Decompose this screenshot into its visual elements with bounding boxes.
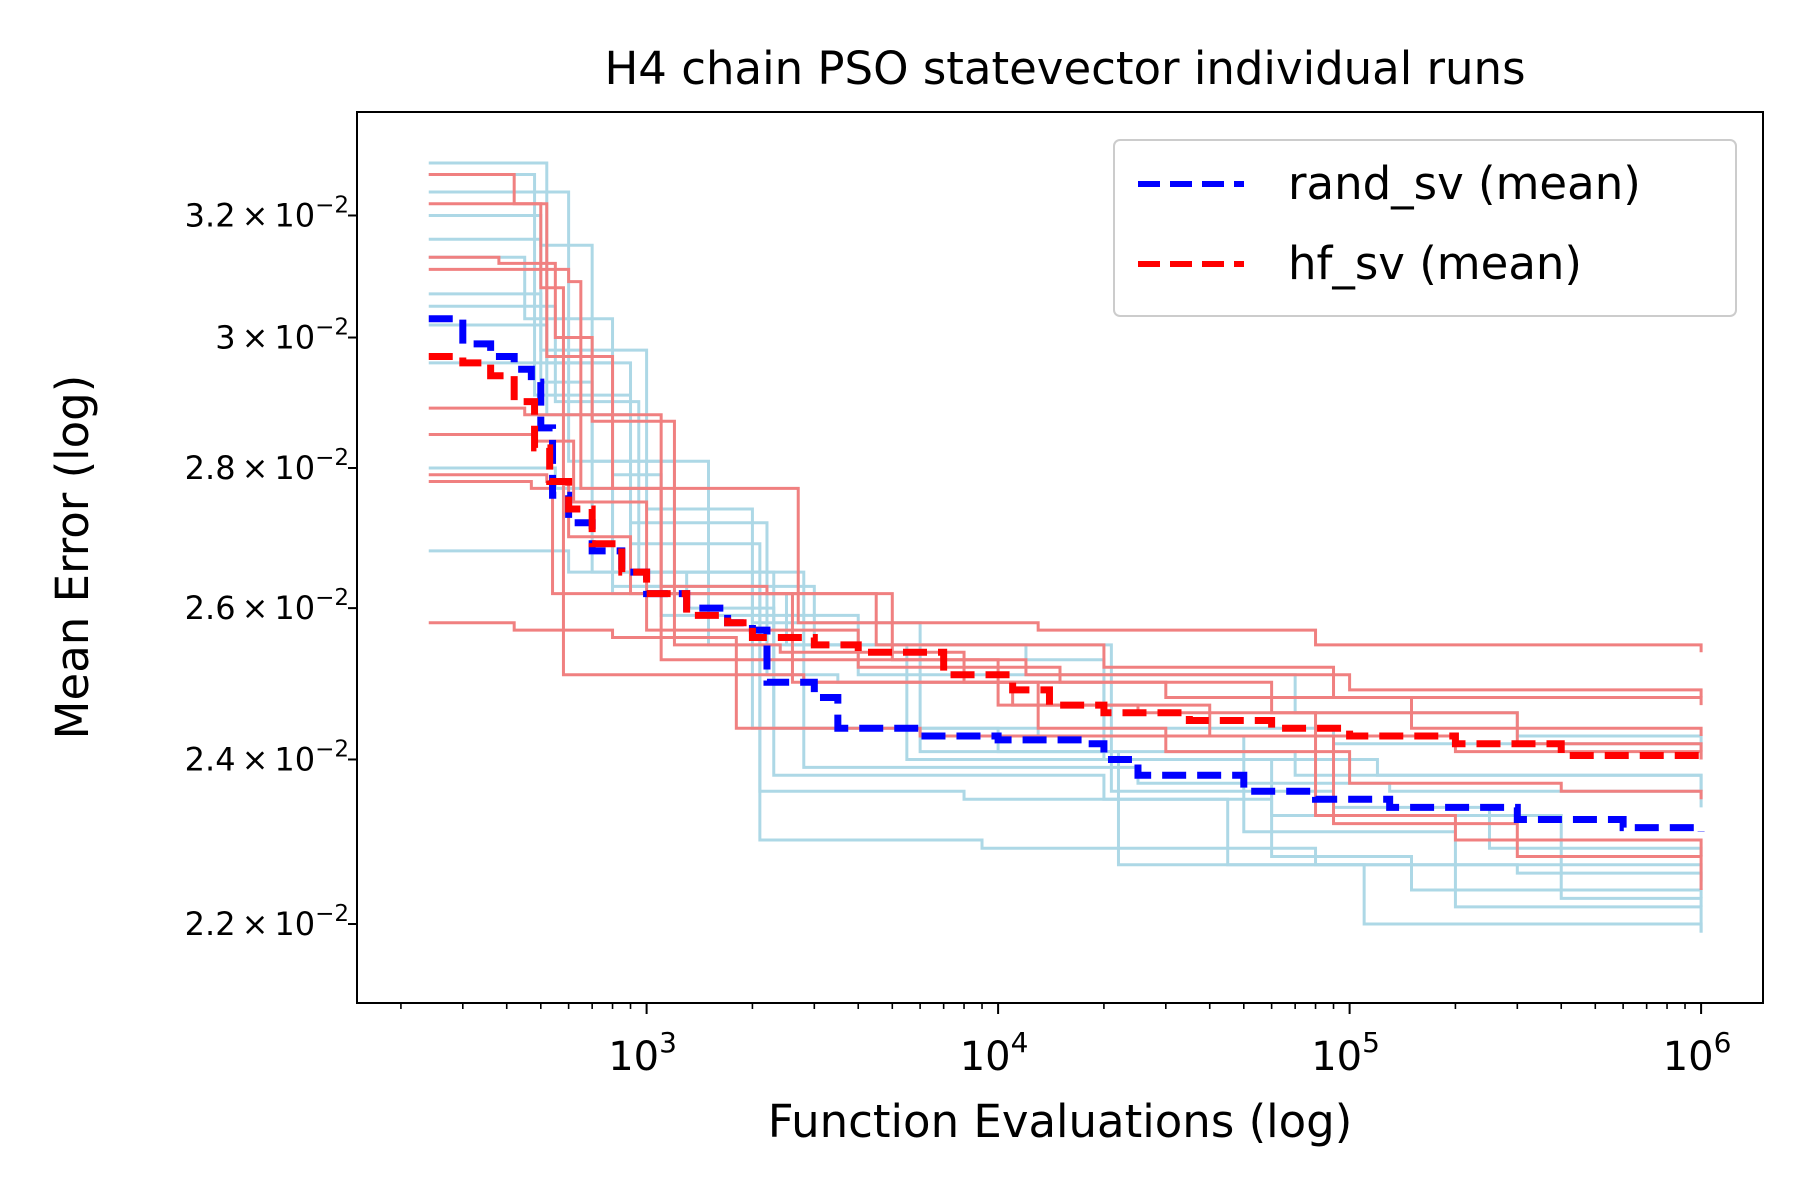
y-tick-label: 2.4 × 10−2 (185, 736, 349, 778)
y-tick-label: 2.6 × 10−2 (185, 585, 349, 627)
y-tick-exponent: −2 (315, 901, 349, 927)
y-tick-mantissa: 2.8 (185, 449, 236, 487)
x-tick-base: 10 (1663, 1034, 1714, 1080)
y-tick-exponent: −2 (315, 315, 349, 341)
y-tick-base: 10 (274, 740, 315, 778)
y-tick-mantissa: 2.6 (185, 589, 236, 627)
x-tick-base: 10 (960, 1034, 1011, 1080)
y-tick-base: 10 (274, 196, 315, 234)
y-tick-mantissa: 3 (215, 319, 235, 357)
x-axis: 103 104 105 106 (400, 1003, 1732, 1080)
x-tick-label: 105 (1311, 1026, 1380, 1080)
y-tick-times: × (242, 740, 269, 778)
plot-area (356, 111, 1764, 1004)
legend-box (1113, 139, 1737, 317)
x-tick-base: 10 (1311, 1034, 1362, 1080)
series-line-hf-sv-run-4 (428, 267, 1703, 653)
y-tick-label: 3 × 10−2 (215, 315, 349, 357)
y-tick-base: 10 (274, 589, 315, 627)
legend-label-rand-sv-mean: rand_sv (mean) (1288, 157, 1641, 210)
y-tick-exponent: −2 (315, 192, 349, 218)
y-tick-exponent: −2 (315, 585, 349, 611)
x-tick-exponent: 4 (1011, 1026, 1029, 1059)
plot-frame (356, 111, 1764, 1004)
series-line-hf-sv-run-6 (428, 433, 1703, 698)
x-tick-label: 104 (960, 1026, 1029, 1080)
y-tick-exponent: −2 (315, 736, 349, 762)
y-tick-times: × (242, 589, 269, 627)
x-axis-label: Function Evaluations (log) (768, 1095, 1353, 1148)
legend-label-hf-sv-mean: hf_sv (mean) (1288, 237, 1582, 290)
series-line-hf-sv-run-9 (428, 621, 1703, 800)
y-tick-mantissa: 3.2 (185, 196, 236, 234)
y-tick-times: × (242, 196, 269, 234)
y-tick-label: 3.2 × 10−2 (185, 192, 349, 234)
series-line-rand-sv-run-8 (428, 304, 1703, 933)
y-axis: 2.2 × 10−22.4 × 10−22.6 × 10−22.8 × 10−23 × 10−23.… (185, 192, 357, 943)
x-tick-exponent: 3 (659, 1026, 677, 1059)
y-tick-times: × (242, 319, 269, 357)
y-tick-mantissa: 2.2 (185, 905, 236, 943)
x-tick-label: 103 (608, 1026, 677, 1080)
chart-title: H4 chain PSO statevector individual runs (604, 42, 1525, 95)
series-line-hf-sv-run-8 (428, 480, 1703, 752)
y-tick-mantissa: 2.4 (185, 740, 236, 778)
series-line-rand-sv-mean (428, 315, 1705, 832)
series-line-rand-sv-run-2 (428, 173, 1703, 890)
y-tick-times: × (242, 449, 269, 487)
y-tick-base: 10 (274, 905, 315, 943)
y-tick-label: 2.8 × 10−2 (185, 445, 349, 487)
series-line-hf-sv-mean (428, 353, 1705, 760)
y-tick-times: × (242, 905, 269, 943)
x-tick-exponent: 6 (1714, 1026, 1732, 1059)
y-tick-base: 10 (274, 319, 315, 357)
y-tick-label: 2.2 × 10−2 (185, 901, 349, 943)
y-tick-exponent: −2 (315, 445, 349, 471)
legend: rand_sv (mean) hf_sv (mean) (1113, 139, 1737, 317)
x-tick-exponent: 5 (1362, 1026, 1380, 1059)
x-tick-base: 10 (608, 1034, 659, 1080)
x-tick-label: 106 (1663, 1026, 1732, 1080)
y-tick-base: 10 (274, 449, 315, 487)
y-axis-label: Mean Error (log) (46, 375, 99, 740)
